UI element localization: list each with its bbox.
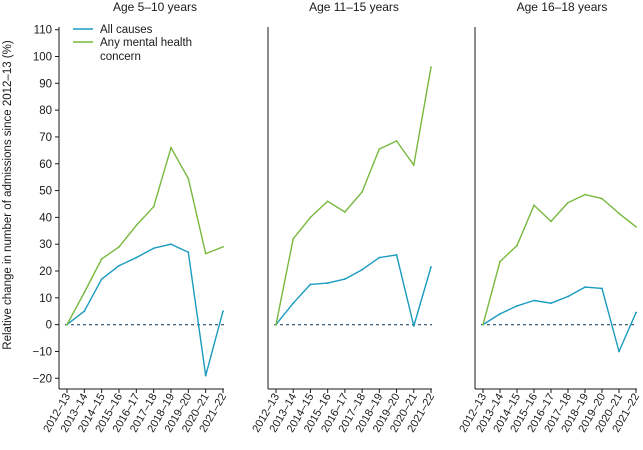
y-tick-label: 70 bbox=[39, 132, 52, 144]
data-point-all-causes bbox=[601, 287, 603, 290]
data-point-mental-health bbox=[601, 197, 603, 200]
data-point-mental-health bbox=[118, 245, 120, 248]
y-tick-label: 100 bbox=[33, 51, 52, 63]
data-point-mental-health bbox=[584, 193, 586, 196]
data-point-all-causes bbox=[118, 264, 120, 267]
data-point-all-causes bbox=[326, 282, 329, 284]
data-point-mental-health bbox=[204, 252, 207, 255]
data-point-all-causes bbox=[516, 304, 518, 307]
data-point-mental-health bbox=[343, 211, 346, 213]
series-line-mental-health bbox=[66, 146, 224, 325]
panel-title: Age 16–18 years bbox=[517, 0, 608, 14]
data-point-all-causes bbox=[152, 247, 155, 250]
y-tick-label: 10 bbox=[39, 293, 52, 305]
data-point-mental-health bbox=[635, 225, 637, 228]
y-tick-label: 40 bbox=[39, 212, 52, 224]
series-line-all-causes bbox=[275, 254, 432, 327]
panel-title: Age 5–10 years bbox=[113, 0, 197, 14]
data-point-all-causes bbox=[309, 283, 312, 286]
y-tick-label: 110 bbox=[34, 25, 52, 37]
data-point-all-causes bbox=[135, 256, 138, 259]
data-point-all-causes bbox=[395, 254, 398, 256]
data-point-mental-health bbox=[361, 191, 364, 193]
shared-y-axis: −20 −10 0 10 20 30 40 50 60 70 80 90 100 110 bbox=[32, 25, 59, 385]
y-tick-label: 0 bbox=[46, 320, 52, 332]
legend-label-all-causes: All causes bbox=[100, 24, 153, 36]
panel-3: Age 16–18 years2012–132013–142014–152015… bbox=[457, 0, 642, 435]
data-point-mental-health bbox=[135, 224, 138, 227]
data-point-mental-health bbox=[412, 164, 415, 166]
data-point-mental-health bbox=[430, 66, 432, 69]
data-point-all-causes bbox=[343, 278, 346, 280]
data-point-mental-health bbox=[100, 258, 103, 260]
data-point-mental-health bbox=[378, 148, 381, 150]
data-point-mental-health bbox=[309, 216, 312, 219]
data-point-mental-health bbox=[292, 237, 295, 240]
data-point-all-causes bbox=[533, 299, 535, 302]
series-line-mental-health bbox=[275, 67, 432, 325]
y-tick-label: 80 bbox=[39, 105, 52, 117]
data-point-mental-health bbox=[187, 177, 190, 180]
data-point-mental-health bbox=[618, 212, 620, 215]
data-point-all-causes bbox=[412, 325, 415, 327]
series-line-all-causes bbox=[66, 243, 224, 377]
series-line-all-causes bbox=[482, 286, 637, 353]
y-tick-label: 30 bbox=[39, 239, 52, 251]
data-point-mental-health bbox=[550, 220, 552, 223]
data-point-mental-health bbox=[516, 244, 518, 247]
data-point-all-causes bbox=[222, 310, 224, 313]
data-point-mental-health bbox=[395, 140, 398, 142]
data-point-all-causes bbox=[292, 302, 295, 305]
data-point-mental-health bbox=[170, 146, 172, 149]
data-point-all-causes bbox=[550, 302, 552, 305]
panel-title: Age 11–15 years bbox=[309, 0, 399, 14]
y-tick-label: 90 bbox=[39, 78, 52, 90]
data-point-all-causes bbox=[584, 286, 586, 289]
data-point-all-causes bbox=[430, 266, 432, 268]
data-point-all-causes bbox=[170, 243, 172, 246]
y-tick-label: 50 bbox=[39, 186, 52, 198]
y-tick-label: −20 bbox=[32, 373, 52, 385]
panel-1: Age 5–10 years2012–132013–142014–152015–… bbox=[41, 0, 229, 435]
y-axis-label: Relative change in number of admissions … bbox=[2, 40, 14, 350]
data-point-all-causes bbox=[635, 311, 637, 314]
data-point-mental-health bbox=[83, 291, 86, 294]
data-point-mental-health bbox=[533, 204, 535, 207]
y-tick-label: 20 bbox=[39, 266, 52, 278]
data-point-mental-health bbox=[482, 323, 484, 326]
legend-label-mental-health: Any mental health bbox=[100, 37, 192, 49]
data-point-all-causes bbox=[83, 310, 86, 313]
data-point-all-causes bbox=[204, 374, 207, 377]
data-point-all-causes bbox=[187, 251, 190, 254]
panels: Age 5–10 years2012–132013–142014–152015–… bbox=[41, 0, 642, 435]
data-point-all-causes bbox=[100, 278, 103, 280]
data-point-mental-health bbox=[152, 205, 155, 208]
data-point-mental-health bbox=[499, 260, 501, 263]
data-point-all-causes bbox=[618, 350, 620, 353]
panel-2: Age 11–15 years2012–132013–142014–152015… bbox=[250, 0, 437, 435]
data-point-all-causes bbox=[567, 295, 569, 298]
data-point-mental-health bbox=[222, 245, 224, 248]
data-point-all-causes bbox=[361, 268, 364, 271]
data-point-all-causes bbox=[378, 256, 381, 259]
y-tick-label: 60 bbox=[39, 159, 52, 171]
y-tick-label: −10 bbox=[32, 346, 52, 358]
data-point-mental-health bbox=[275, 323, 277, 326]
data-point-mental-health bbox=[66, 323, 68, 326]
data-point-all-causes bbox=[499, 313, 501, 315]
data-point-mental-health bbox=[326, 200, 329, 203]
series-line-mental-health bbox=[482, 193, 637, 325]
legend-label-mental-health: concern bbox=[100, 51, 141, 63]
data-point-mental-health bbox=[567, 201, 569, 204]
